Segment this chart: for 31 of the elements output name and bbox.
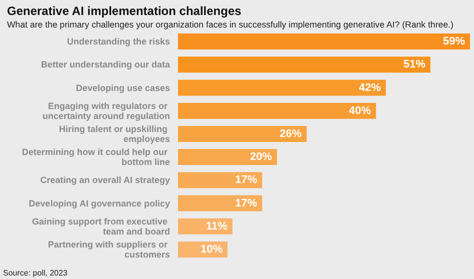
data-label: 59% <box>442 36 466 48</box>
data-label: 17% <box>235 197 258 210</box>
data-label: 42% <box>358 82 382 94</box>
y-tick-label: Better understanding our data <box>40 60 171 70</box>
bar <box>178 195 262 212</box>
data-label: 26% <box>280 128 302 140</box>
data-label: 40% <box>348 104 372 117</box>
bar <box>178 56 430 73</box>
chart-title: Generative AI implementation challenges <box>7 4 242 18</box>
y-tick-label: Gaining support from executive team and board <box>32 216 170 236</box>
data-label: 51% <box>403 58 426 71</box>
data-label: 11% <box>206 220 228 232</box>
bar <box>178 149 277 166</box>
y-tick-label: Hiring talent or upskilling employees <box>58 124 170 144</box>
y-tick-label: Developing AI governance policy <box>28 198 170 208</box>
y-tick-label: Understanding the risks <box>66 36 170 47</box>
chart-subtitle: What are the primary challenges your organization faces in successfully implementing generative AI? (Rank three.) <box>7 20 454 30</box>
y-tick-label: Determining how it could help our bottom line <box>22 147 170 168</box>
y-tick-label: Engaging with regulators or uncertainty around regulation <box>42 100 170 121</box>
data-label: 20% <box>250 151 272 164</box>
bar <box>178 102 376 119</box>
bar <box>178 126 307 142</box>
bar <box>178 80 386 96</box>
data-label: 17% <box>235 174 258 186</box>
y-tick-label: Creating an overall AI strategy <box>40 175 170 186</box>
source-note: Source: poll, 2023 <box>3 268 68 278</box>
y-tick-label: Partnering with suppliers or customers <box>48 239 170 260</box>
y-tick-label: Developing use cases <box>76 82 170 93</box>
bar <box>178 34 470 50</box>
bar <box>178 172 262 188</box>
data-label: 10% <box>200 243 223 256</box>
